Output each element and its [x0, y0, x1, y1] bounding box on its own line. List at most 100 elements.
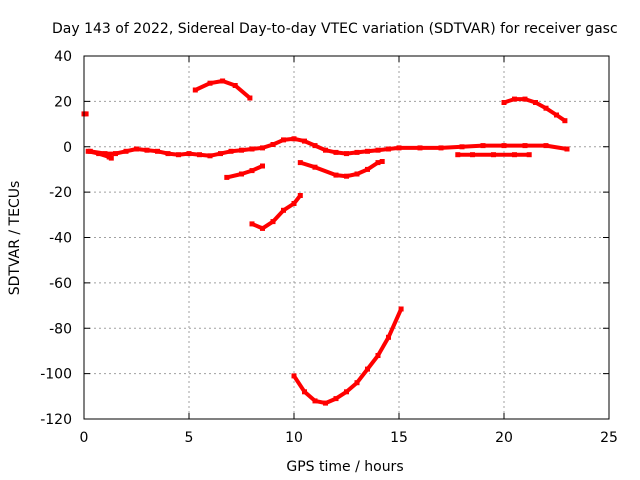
data-point: [543, 105, 549, 111]
y-axis-label: SDTVAR / TECUs: [7, 181, 23, 296]
data-point: [239, 171, 244, 177]
data-point: [354, 380, 360, 386]
data-point: [207, 80, 213, 86]
data-point: [312, 143, 318, 149]
data-point: [96, 151, 102, 157]
data-point: [375, 147, 381, 153]
data-point: [291, 201, 297, 206]
data-point: [333, 396, 339, 402]
data-point: [480, 143, 486, 149]
x-axis-label: GPS time / hours: [286, 459, 403, 475]
data-point: [232, 83, 238, 88]
data-point: [344, 173, 349, 179]
data-point: [438, 145, 444, 151]
data-point: [312, 398, 318, 404]
data-point: [144, 147, 150, 153]
data-point: [512, 96, 517, 102]
data-point: [207, 153, 213, 159]
data-point: [108, 155, 114, 161]
data-point: [543, 143, 549, 149]
data-point: [302, 389, 307, 395]
data-point: [134, 146, 139, 152]
data-point: [375, 160, 381, 166]
data-point: [455, 152, 461, 158]
data-point: [526, 152, 532, 158]
data-point: [270, 142, 276, 147]
data-point: [155, 148, 160, 154]
x-tick-label: 20: [495, 430, 513, 446]
data-point: [260, 225, 265, 231]
x-tick-label: 15: [390, 430, 408, 446]
data-point: [417, 145, 423, 151]
data-point: [165, 151, 171, 157]
data-point: [270, 219, 276, 225]
data-point: [501, 100, 507, 105]
data-point: [333, 172, 339, 178]
data-point: [247, 95, 253, 101]
data-point: [522, 96, 528, 102]
data-point: [333, 149, 339, 155]
data-point: [375, 353, 381, 358]
data-point: [281, 207, 286, 213]
data-point: [312, 164, 318, 170]
data-point: [470, 152, 475, 158]
x-tick-label: 10: [285, 430, 303, 446]
y-tick-label: -60: [49, 276, 72, 292]
y-tick-label: -80: [49, 321, 72, 337]
data-point: [533, 100, 538, 105]
data-point: [396, 145, 402, 151]
series-layer: [81, 78, 570, 406]
data-point: [176, 152, 181, 158]
grid: [84, 56, 609, 419]
data-point: [512, 152, 517, 158]
axis-ticks: 0 5 10 15 20 25 40 20 0 -20 -40 -60 -80 -100 -120: [40, 49, 618, 446]
data-point: [344, 389, 349, 395]
y-tick-label: 40: [54, 49, 72, 65]
data-point: [491, 152, 496, 158]
data-point: [249, 146, 255, 152]
data-point: [113, 151, 118, 157]
data-point: [260, 145, 265, 151]
data-point: [354, 171, 360, 177]
data-point: [297, 193, 303, 198]
data-point: [386, 334, 391, 340]
data-point: [281, 137, 286, 143]
y-tick-label: 0: [63, 140, 72, 156]
x-tick-label: 0: [80, 430, 89, 446]
data-point: [224, 174, 230, 180]
series-arc-e: [224, 164, 265, 180]
series-arc-d: [193, 79, 252, 100]
data-point: [344, 151, 349, 157]
data-point: [192, 87, 198, 93]
data-point: [522, 143, 528, 149]
series-arc-f: [250, 193, 303, 231]
data-point: [83, 111, 89, 117]
data-point: [501, 143, 507, 149]
data-point: [291, 136, 297, 142]
y-tick-label: 20: [54, 94, 72, 110]
series-arc-g: [292, 307, 404, 406]
data-point: [365, 148, 370, 154]
data-point: [554, 112, 559, 118]
data-point: [220, 78, 226, 84]
data-point: [365, 366, 370, 372]
data-point: [323, 400, 328, 406]
y-tick-label: -120: [40, 412, 72, 428]
data-point: [260, 163, 265, 169]
data-point: [365, 166, 370, 172]
data-point: [291, 373, 297, 379]
data-point: [562, 118, 568, 124]
x-tick-label: 25: [600, 430, 618, 446]
data-point: [386, 146, 391, 152]
chart-title: Day 143 of 2022, Sidereal Day-to-day VTE…: [52, 21, 618, 37]
data-point: [186, 151, 192, 157]
data-point: [323, 147, 328, 153]
y-tick-label: -100: [40, 367, 72, 383]
data-point: [218, 151, 223, 157]
data-point: [197, 152, 202, 158]
data-point: [302, 138, 307, 144]
data-point: [354, 149, 360, 155]
data-point: [398, 306, 404, 312]
data-point: [249, 168, 255, 174]
